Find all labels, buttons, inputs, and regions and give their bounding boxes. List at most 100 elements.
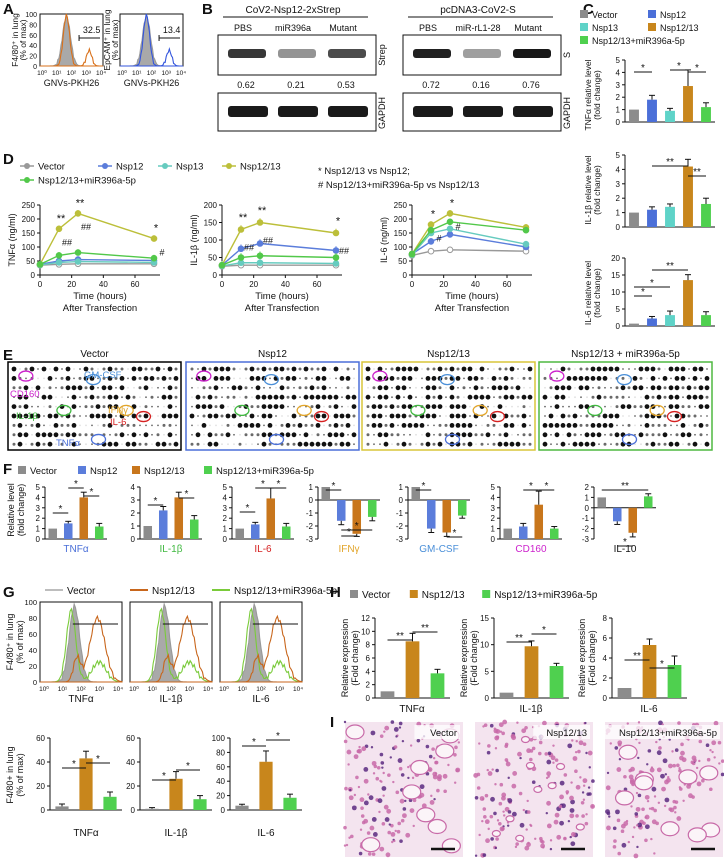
- x-label: GM-CSF: [419, 544, 458, 555]
- array-dot: [688, 368, 690, 370]
- y-tick-label: 4: [603, 654, 608, 663]
- array-dot: [12, 442, 16, 446]
- array-dot: [173, 376, 179, 381]
- y-label: (fold change): [592, 165, 602, 215]
- tissue-cell: [474, 854, 478, 857]
- tissue-cell: [711, 740, 717, 746]
- array-dot: [310, 423, 314, 427]
- array-dot: [79, 415, 81, 417]
- y-tick-label: 1: [616, 209, 621, 218]
- array-dot: [67, 443, 69, 446]
- array-dot: [680, 366, 686, 372]
- y-tick-label: 0: [41, 806, 46, 815]
- y-tick-label: 20: [126, 782, 135, 791]
- y-tick-label: 40: [126, 758, 135, 767]
- tissue-cell: [433, 797, 436, 801]
- array-dot: [329, 415, 331, 417]
- array-dot: [628, 396, 630, 399]
- tissue-cell: [651, 786, 657, 792]
- sig-star: *: [641, 287, 645, 298]
- y-tick-label: 0: [399, 496, 404, 505]
- array-dot: [339, 441, 345, 447]
- array-dot: [23, 413, 29, 419]
- array-dot: [243, 423, 249, 428]
- array-dot: [438, 386, 442, 390]
- array-dot: [698, 394, 704, 400]
- array-dot: [151, 443, 153, 446]
- array-dot: [431, 376, 437, 381]
- array-dot: [433, 424, 435, 427]
- tissue-cell: [496, 819, 500, 822]
- array-dot: [30, 442, 34, 446]
- tissue-cell: [705, 743, 710, 748]
- tissue-cell: [358, 851, 363, 856]
- tissue-cell: [615, 809, 620, 815]
- series-line: [221, 264, 336, 267]
- tissue-cell: [614, 746, 619, 750]
- tissue-cell: [359, 797, 365, 803]
- tissue-cell: [524, 725, 528, 730]
- array-dot: [109, 433, 111, 436]
- array-dot: [505, 405, 507, 408]
- tissue-cell: [658, 746, 662, 750]
- tissue-cell: [397, 758, 403, 763]
- array-dot: [239, 396, 241, 399]
- array-dot: [700, 377, 702, 380]
- array-dot: [473, 394, 479, 400]
- bar: [442, 500, 452, 533]
- array-dot: [65, 385, 71, 391]
- array-dot: [632, 376, 638, 381]
- array-dot: [17, 413, 23, 419]
- array-dot: [377, 385, 383, 391]
- data-point: [74, 249, 82, 256]
- array-dot: [71, 385, 77, 391]
- array-dot: [491, 385, 497, 391]
- array-dot: [175, 433, 177, 436]
- array-dot: [233, 377, 235, 380]
- tissue-cell: [667, 776, 670, 779]
- y-tick-label: 80: [216, 748, 225, 757]
- array-dot: [542, 441, 548, 447]
- array-dot: [321, 385, 327, 391]
- alveolus: [416, 807, 436, 823]
- panel-letter: D: [3, 151, 14, 168]
- data-point: [237, 226, 245, 233]
- array-dot: [97, 368, 99, 370]
- tissue-cell: [616, 818, 621, 823]
- tissue-cell: [507, 810, 512, 814]
- array-dot: [566, 385, 572, 391]
- array-dot: [315, 413, 321, 419]
- tissue-cell: [676, 763, 680, 768]
- legend-h: Vector Nsp12/13 Nsp12/13+miR396a-5p: [350, 590, 598, 601]
- array-dot: [681, 405, 685, 409]
- tissue-cell: [549, 839, 553, 842]
- y-tick-label: 0: [221, 806, 226, 815]
- array-dot: [107, 413, 113, 419]
- y-tick-label: 50: [398, 257, 407, 266]
- array-dot: [249, 413, 255, 419]
- bar: [549, 666, 564, 698]
- array-dot: [285, 423, 291, 428]
- array-dot: [542, 394, 548, 400]
- legend-label: Nsp13: [592, 23, 618, 33]
- array-dot: [221, 424, 223, 427]
- array-dot: [663, 423, 667, 427]
- array-dot: [299, 377, 301, 380]
- array-dot: [213, 376, 219, 381]
- array-dot: [315, 404, 321, 409]
- array-dot: [467, 441, 473, 447]
- array-dot: [560, 385, 566, 391]
- legend-label: Nsp12/13+miR396a-5p: [216, 466, 314, 477]
- array-dot: [353, 386, 355, 389]
- data-point: [36, 261, 44, 268]
- array-dot: [43, 377, 45, 380]
- tissue-cell: [630, 805, 633, 808]
- tissue-cell: [355, 775, 359, 780]
- array-dot: [12, 386, 16, 390]
- array-dot: [632, 385, 638, 391]
- sig-hash: #: [436, 233, 441, 243]
- array-dot: [688, 377, 690, 380]
- tissue-cell: [428, 768, 431, 772]
- array-dot: [213, 385, 219, 391]
- data-point: [446, 231, 454, 238]
